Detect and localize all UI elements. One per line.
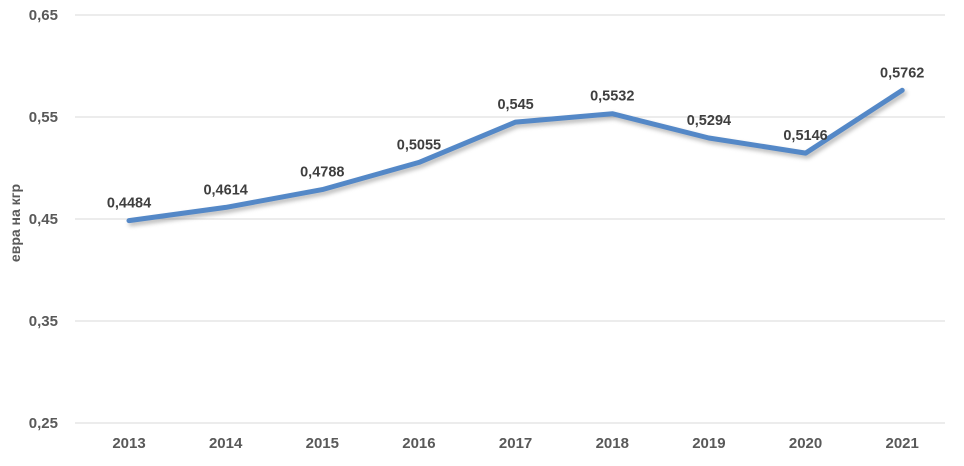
data-point-label: 0,5146 bbox=[783, 128, 827, 144]
data-point-label: 0,545 bbox=[497, 97, 533, 113]
x-axis-tick-label: 2018 bbox=[596, 435, 629, 452]
y-axis-tick-label: 0,65 bbox=[29, 7, 58, 24]
x-axis-tick-label: 2020 bbox=[789, 435, 822, 452]
y-axis-title: евра на кгр bbox=[7, 184, 23, 262]
x-axis-tick-label: 2019 bbox=[692, 435, 725, 452]
y-axis-tick-label: 0,35 bbox=[29, 313, 58, 330]
y-axis-tick-label: 0,55 bbox=[29, 109, 58, 126]
x-axis-tick-label: 2021 bbox=[886, 435, 919, 452]
x-axis-tick-label: 2015 bbox=[306, 435, 339, 452]
data-point-label: 0,5294 bbox=[687, 113, 731, 129]
y-axis-tick-label: 0,45 bbox=[29, 211, 58, 228]
data-series-line bbox=[126, 87, 905, 224]
data-point-label: 0,4614 bbox=[203, 182, 247, 198]
x-axis-tick-label: 2016 bbox=[402, 435, 435, 452]
data-point-label: 0,5762 bbox=[880, 65, 924, 81]
data-point-label: 0,5055 bbox=[397, 137, 441, 153]
data-point-label: 0,5532 bbox=[590, 89, 634, 105]
x-axis-tick-label: 2014 bbox=[209, 435, 243, 452]
x-axis-tick-label: 2017 bbox=[499, 435, 532, 452]
data-point-label: 0,4484 bbox=[107, 196, 151, 212]
x-axis-tick-label: 2013 bbox=[112, 435, 145, 452]
y-axis-tick-label: 0,25 bbox=[29, 415, 58, 432]
data-point-label: 0,4788 bbox=[300, 165, 344, 181]
